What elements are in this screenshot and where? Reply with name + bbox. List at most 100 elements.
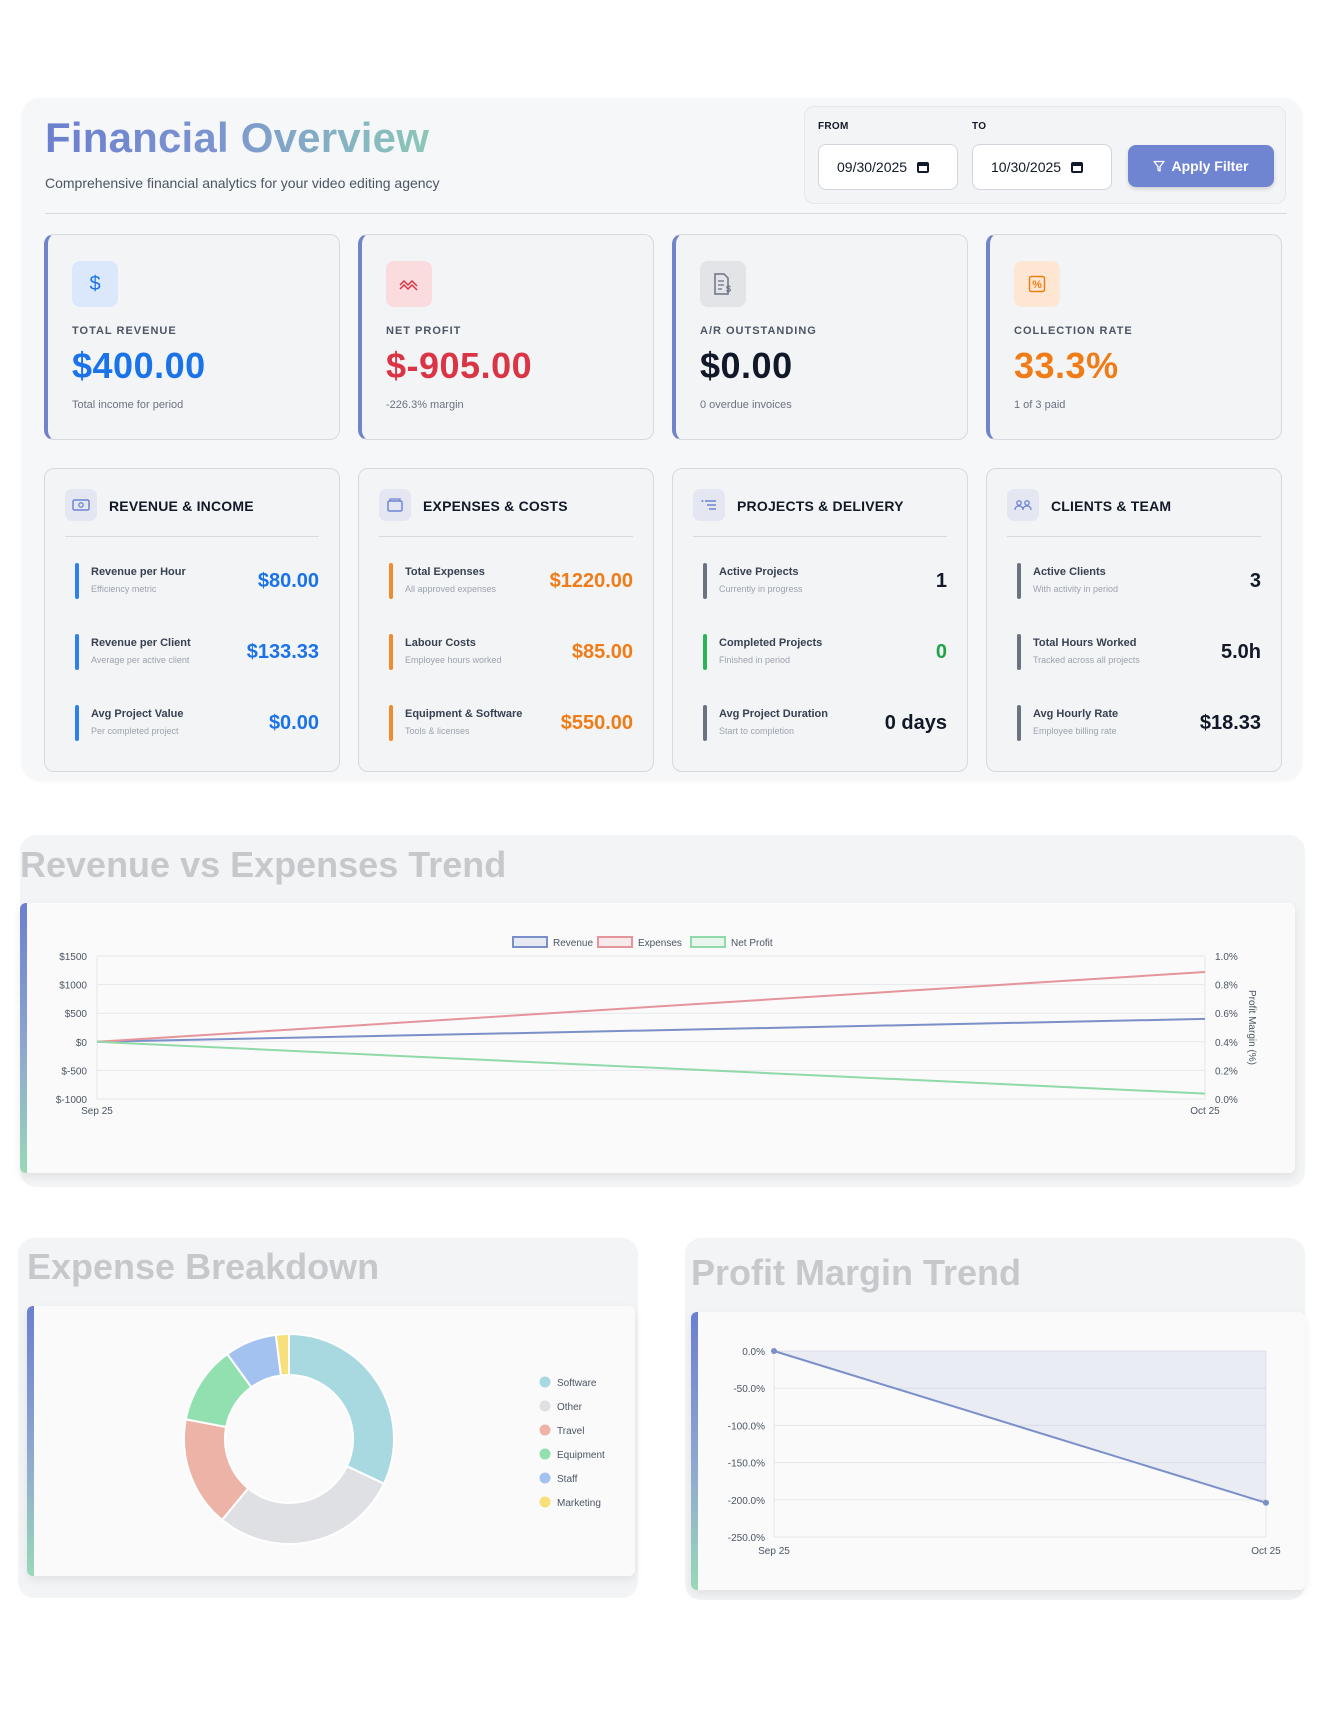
kpi-label: A/R OUTSTANDING <box>700 325 817 337</box>
to-date-input[interactable]: 10/30/2025 <box>972 144 1112 190</box>
metric-row: Total Expenses All approved expenses $12… <box>389 563 633 599</box>
financial-overview-panel: Financial Overview Comprehensive financi… <box>22 98 1302 780</box>
detail-card-projects-delivery: PROJECTS & DELIVERY Active Projects Curr… <box>672 468 968 772</box>
kpi-card-collection-rate: % COLLECTION RATE 33.3% 1 of 3 paid <box>986 234 1282 440</box>
detail-card-revenue-income: REVENUE & INCOME Revenue per Hour Effici… <box>44 468 340 772</box>
dollar-icon: $ <box>72 261 118 307</box>
row-value: 1 <box>935 570 947 592</box>
from-date-value: 09/30/2025 <box>837 159 908 175</box>
series-line <box>96 971 1206 1043</box>
y2-tick-label: 1.0% <box>1215 952 1238 963</box>
legend-swatch <box>597 936 633 948</box>
row-value: $18.33 <box>1199 712 1261 734</box>
legend-label: Expenses <box>638 938 682 949</box>
divider <box>1007 536 1261 537</box>
row-accent <box>75 705 79 741</box>
y2-tick-label: 0.4% <box>1215 1038 1238 1049</box>
kpi-value: $0.00 <box>700 345 793 386</box>
row-label: Completed Projects <box>719 637 823 649</box>
x-tick-label: Oct 25 <box>1190 1106 1220 1117</box>
row-value: $550.00 <box>560 712 633 734</box>
breakdown-section: Expense Breakdown Software Other Travel Equ… <box>18 1238 638 1598</box>
y-tick-label: -250.0% <box>728 1533 765 1544</box>
row-label: Avg Project Duration <box>719 708 828 720</box>
row-subtext: Finished in period <box>719 655 791 665</box>
metric-row: Equipment & Software Tools & licenses $5… <box>389 705 633 741</box>
kpi-value: $400.00 <box>72 345 206 386</box>
row-accent <box>703 634 707 670</box>
row-subtext: Currently in progress <box>719 584 803 594</box>
legend-swatch <box>539 1424 551 1436</box>
svg-text:%: % <box>1032 279 1042 291</box>
legend-swatch <box>539 1448 551 1460</box>
legend-label: Equipment <box>557 1450 605 1461</box>
pie-slice <box>220 1464 386 1545</box>
margin-chart-card: 0.0% -50.0% -100.0% -150.0% -200.0% -250.0% Se… <box>691 1312 1305 1590</box>
legend-swatch <box>512 936 548 948</box>
row-accent <box>1017 563 1021 599</box>
trend-icon <box>386 261 432 307</box>
row-subtext: Employee hours worked <box>405 655 502 665</box>
kpi-note: 1 of 3 paid <box>1014 399 1066 411</box>
kpi-value: $-905.00 <box>386 345 533 386</box>
legend-label: Net Profit <box>731 938 773 949</box>
row-label: Equipment & Software <box>405 708 523 720</box>
legend-label: Marketing <box>557 1498 601 1509</box>
expense-breakdown-chart: Software Other Travel Equipment Staff Marketi… <box>183 1332 605 1545</box>
x-tick-label: Oct 25 <box>1251 1546 1281 1557</box>
row-label: Active Projects <box>719 566 799 578</box>
accent-bar <box>691 1312 698 1590</box>
breakdown-title: Expense Breakdown <box>27 1246 380 1287</box>
kpi-note: 0 overdue invoices <box>700 399 792 411</box>
accent-bar <box>27 1306 34 1576</box>
y2-tick-label: 0.2% <box>1215 1066 1238 1077</box>
kpi-value: 33.3% <box>1014 345 1119 386</box>
kpi-card-total-revenue: $ TOTAL REVENUE $400.00 Total income for… <box>44 234 340 440</box>
legend-swatch <box>539 1496 551 1508</box>
calendar-icon[interactable] <box>1071 161 1084 173</box>
to-label: TO <box>972 121 987 132</box>
page-title: Financial Overview <box>45 114 430 161</box>
detail-title: REVENUE & INCOME <box>109 498 254 514</box>
metric-row: Labour Costs Employee hours worked $85.0… <box>389 634 633 670</box>
calendar-icon[interactable] <box>917 161 930 173</box>
row-label: Total Hours Worked <box>1033 637 1137 649</box>
row-subtext: Average per active client <box>91 655 190 665</box>
apply-filter-button[interactable]: Apply Filter <box>1128 145 1274 187</box>
wallet-icon <box>379 489 411 521</box>
row-accent <box>389 563 393 599</box>
metric-row: Total Hours Worked Tracked across all pr… <box>1017 634 1261 670</box>
row-value: 0 days <box>884 712 947 734</box>
y-tick-label: -200.0% <box>728 1496 765 1507</box>
row-subtext: Efficiency metric <box>91 584 157 594</box>
y2-tick-label: 0.6% <box>1215 1009 1238 1020</box>
metric-row: Active Projects Currently in progress 1 <box>703 563 947 599</box>
y2-axis-label: Profit Margin (%) <box>1246 990 1257 1065</box>
team-icon <box>1007 489 1039 521</box>
kpi-note: -226.3% margin <box>386 399 464 411</box>
metric-row: Avg Project Value Per completed project … <box>75 705 319 741</box>
detail-title: EXPENSES & COSTS <box>423 498 568 514</box>
from-date-input[interactable]: 09/30/2025 <box>818 144 958 190</box>
y-tick-label: $-1000 <box>56 1095 88 1106</box>
row-value: $80.00 <box>257 570 319 592</box>
legend-label: Software <box>557 1378 597 1389</box>
margin-title: Profit Margin Trend <box>691 1252 1022 1293</box>
y-tick-label: $1000 <box>59 981 87 992</box>
trend-chart-card: $1500 $1000 $500 $0 $-500 $-1000 1.0% 0.8% 0.6% 0… <box>20 903 1295 1173</box>
divider <box>693 536 947 537</box>
data-point <box>771 1348 777 1354</box>
row-subtext: With activity in period <box>1033 584 1119 594</box>
y-tick-label: $500 <box>65 1009 88 1020</box>
row-accent <box>389 705 393 741</box>
kpi-label: TOTAL REVENUE <box>72 325 177 337</box>
legend-label: Staff <box>557 1474 578 1485</box>
row-label: Revenue per Client <box>91 637 191 649</box>
legend-swatch <box>539 1376 551 1388</box>
header-divider <box>45 213 1287 214</box>
y-tick-label: $0 <box>76 1038 88 1049</box>
list-icon <box>693 489 725 521</box>
detail-card-expenses-costs: EXPENSES & COSTS Total Expenses All appr… <box>358 468 654 772</box>
svg-text:$: $ <box>726 284 731 294</box>
y-tick-label: -100.0% <box>728 1421 765 1432</box>
